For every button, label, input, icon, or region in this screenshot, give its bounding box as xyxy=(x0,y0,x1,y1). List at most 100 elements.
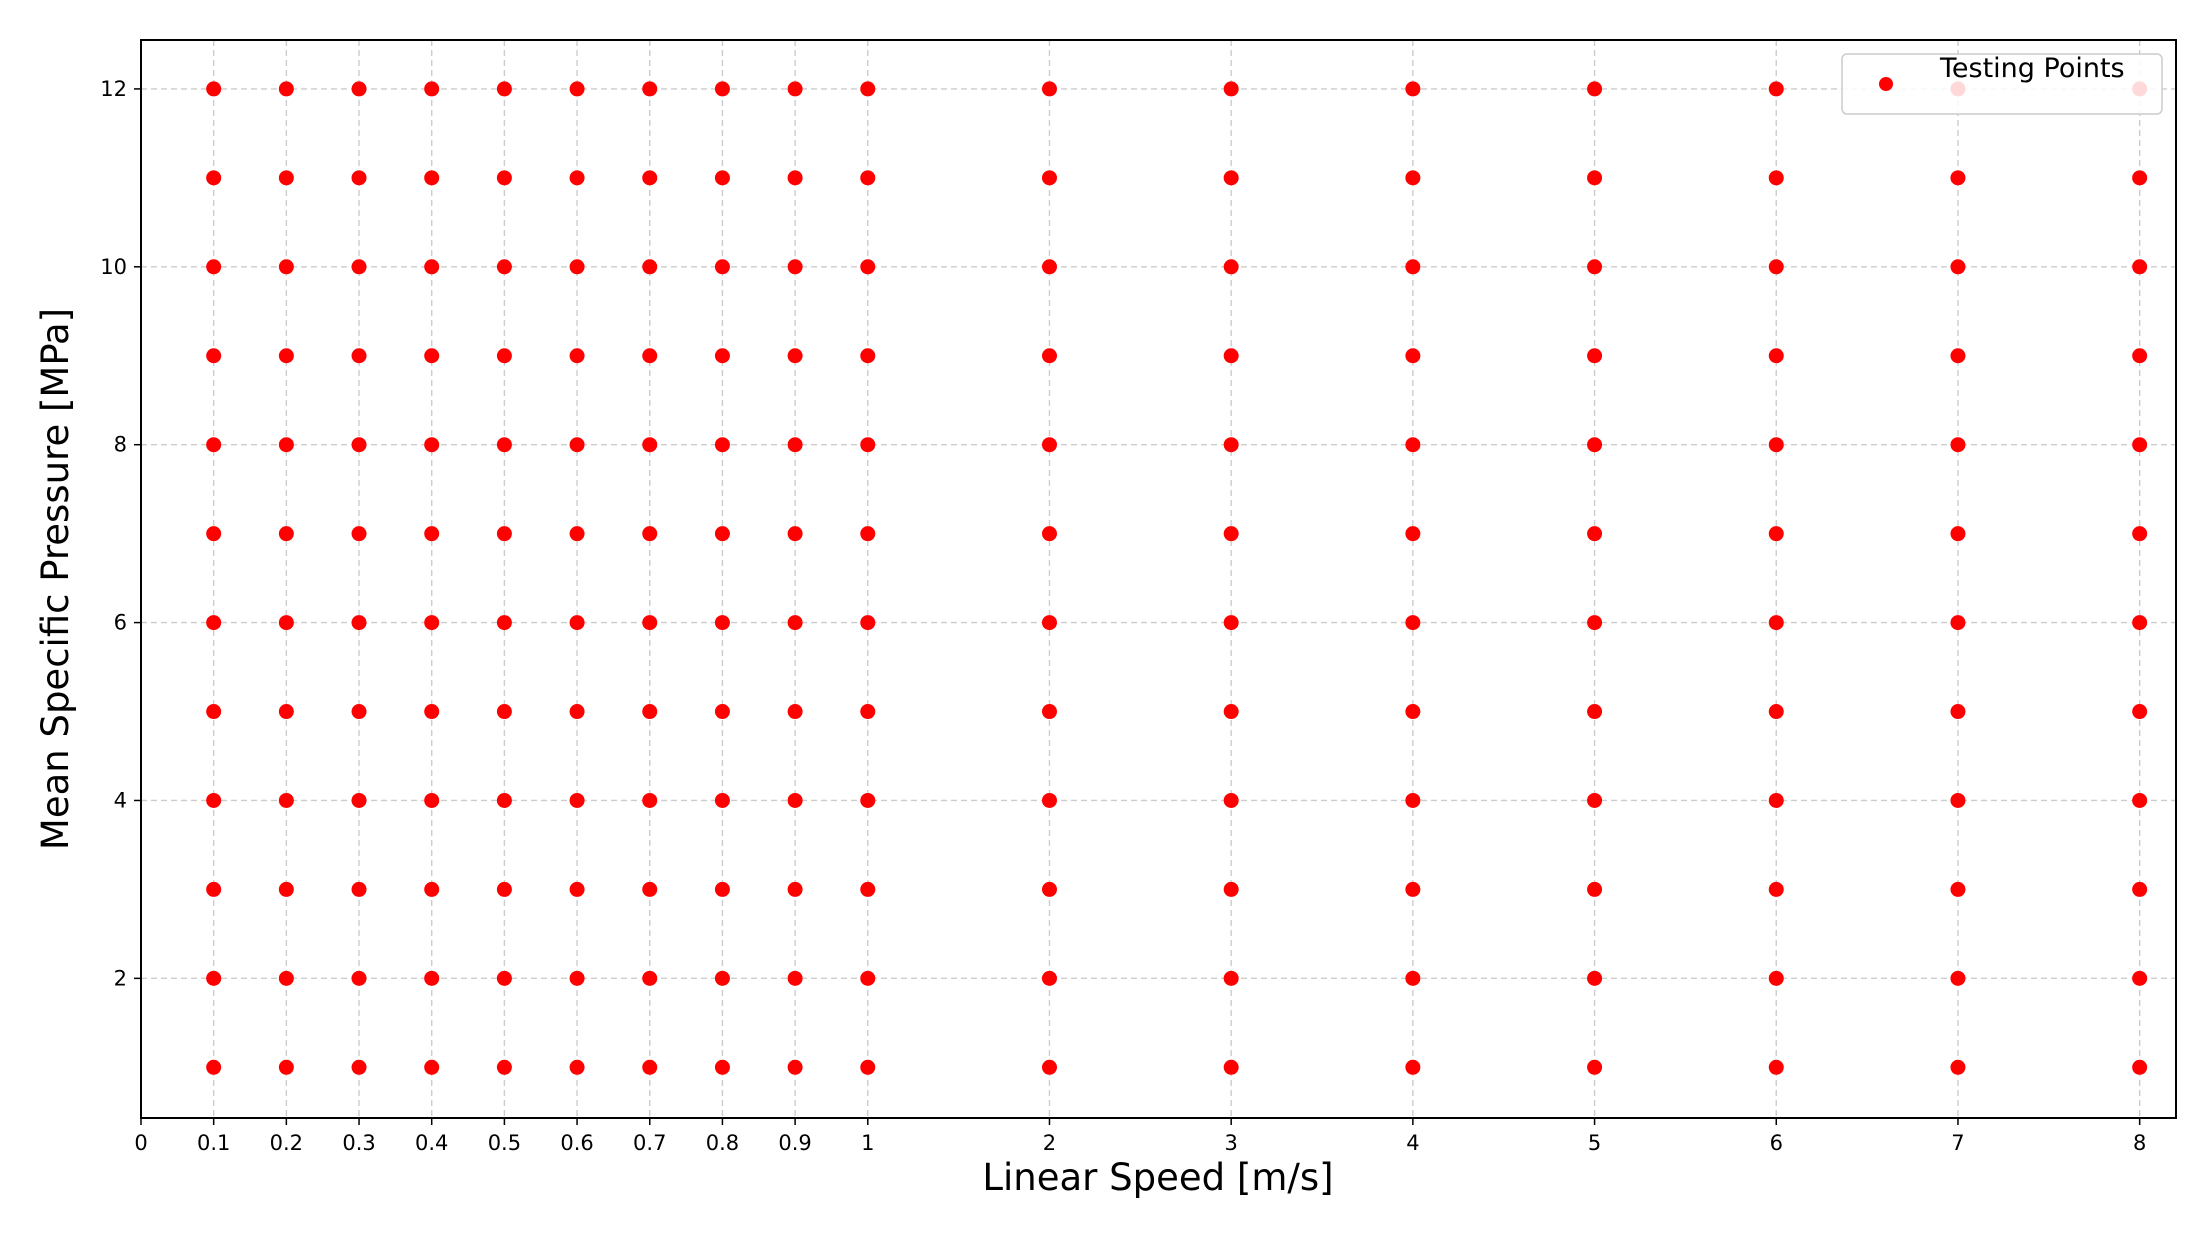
point xyxy=(2132,348,2148,364)
point xyxy=(424,259,440,275)
point xyxy=(569,704,585,720)
point xyxy=(642,170,658,186)
point xyxy=(1223,81,1239,97)
y-tick-label: 2 xyxy=(114,966,127,990)
point xyxy=(1041,437,1057,453)
point xyxy=(860,170,876,186)
point xyxy=(642,792,658,808)
point xyxy=(569,615,585,631)
point xyxy=(2132,1059,2148,1075)
legend: Testing Points xyxy=(1841,53,2163,115)
point xyxy=(496,792,512,808)
point xyxy=(1223,1059,1239,1075)
x-tick-label: 0.1 xyxy=(197,1131,230,1155)
point xyxy=(787,526,803,542)
point xyxy=(1768,170,1784,186)
x-tick-label: 2 xyxy=(1043,1131,1056,1155)
point xyxy=(860,792,876,808)
point xyxy=(860,704,876,720)
point xyxy=(642,1059,658,1075)
point xyxy=(1041,259,1057,275)
point xyxy=(1405,437,1421,453)
point xyxy=(787,704,803,720)
point xyxy=(1768,615,1784,631)
point xyxy=(278,259,294,275)
x-tick-label: 0.4 xyxy=(415,1131,448,1155)
point xyxy=(569,526,585,542)
point xyxy=(787,259,803,275)
point xyxy=(496,348,512,364)
point xyxy=(1950,615,1966,631)
point xyxy=(496,704,512,720)
point xyxy=(206,704,222,720)
point xyxy=(642,881,658,897)
point xyxy=(1041,1059,1057,1075)
point xyxy=(1587,881,1603,897)
point xyxy=(1768,970,1784,986)
point xyxy=(424,881,440,897)
point xyxy=(278,526,294,542)
point xyxy=(351,170,367,186)
point xyxy=(1950,170,1966,186)
point xyxy=(714,792,730,808)
x-tick-label: 7 xyxy=(1951,1131,1964,1155)
x-tick-label: 4 xyxy=(1406,1131,1419,1155)
point xyxy=(787,1059,803,1075)
point xyxy=(1405,792,1421,808)
point xyxy=(642,970,658,986)
point xyxy=(1223,881,1239,897)
x-axis-label: Linear Speed [m/s] xyxy=(982,1156,1333,1199)
y-tick-label: 8 xyxy=(114,433,127,457)
point xyxy=(1768,526,1784,542)
point xyxy=(424,526,440,542)
point xyxy=(642,615,658,631)
point xyxy=(860,437,876,453)
point xyxy=(1223,792,1239,808)
point xyxy=(714,81,730,97)
point xyxy=(787,792,803,808)
point xyxy=(351,970,367,986)
point xyxy=(351,615,367,631)
point xyxy=(2132,259,2148,275)
point xyxy=(351,348,367,364)
point xyxy=(424,615,440,631)
point xyxy=(642,437,658,453)
point xyxy=(1587,615,1603,631)
x-tick-label: 0.2 xyxy=(270,1131,303,1155)
point xyxy=(1405,81,1421,97)
legend-label: Testing Points xyxy=(1939,53,2125,84)
point xyxy=(1041,526,1057,542)
point xyxy=(1041,881,1057,897)
point xyxy=(496,437,512,453)
point xyxy=(2132,170,2148,186)
point xyxy=(1223,437,1239,453)
point xyxy=(2132,881,2148,897)
point xyxy=(278,437,294,453)
marks xyxy=(206,81,2148,1075)
point xyxy=(2132,526,2148,542)
point xyxy=(1405,704,1421,720)
point xyxy=(206,81,222,97)
point xyxy=(714,526,730,542)
point xyxy=(1768,437,1784,453)
point xyxy=(860,1059,876,1075)
point xyxy=(424,704,440,720)
point xyxy=(206,170,222,186)
point xyxy=(714,1059,730,1075)
point xyxy=(860,81,876,97)
point xyxy=(351,526,367,542)
point xyxy=(860,526,876,542)
point xyxy=(1223,704,1239,720)
x-tick-label: 0.7 xyxy=(633,1131,666,1155)
x-tick-label: 0.3 xyxy=(342,1131,375,1155)
point xyxy=(1041,704,1057,720)
point xyxy=(1041,970,1057,986)
point xyxy=(351,792,367,808)
point xyxy=(206,615,222,631)
point xyxy=(642,259,658,275)
point xyxy=(2132,615,2148,631)
plot-frame xyxy=(140,39,2177,1119)
point xyxy=(860,259,876,275)
point xyxy=(1587,437,1603,453)
point xyxy=(278,615,294,631)
